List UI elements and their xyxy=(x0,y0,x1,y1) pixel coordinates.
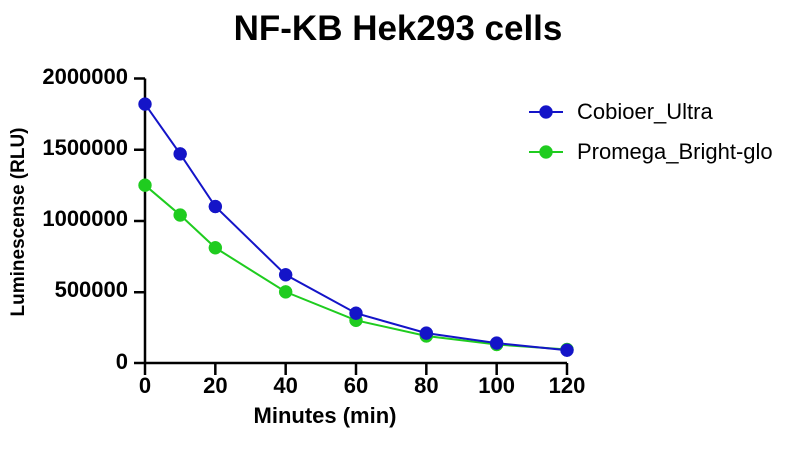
svg-text:1500000: 1500000 xyxy=(42,135,128,160)
svg-text:0: 0 xyxy=(139,373,151,398)
svg-text:40: 40 xyxy=(273,373,297,398)
svg-text:0: 0 xyxy=(116,349,128,374)
svg-text:20: 20 xyxy=(203,373,227,398)
svg-text:1000000: 1000000 xyxy=(42,206,128,231)
svg-text:120: 120 xyxy=(549,373,586,398)
svg-text:60: 60 xyxy=(344,373,368,398)
svg-text:500000: 500000 xyxy=(55,277,128,302)
svg-text:100: 100 xyxy=(478,373,515,398)
svg-text:2000000: 2000000 xyxy=(42,64,128,89)
svg-text:80: 80 xyxy=(414,373,438,398)
